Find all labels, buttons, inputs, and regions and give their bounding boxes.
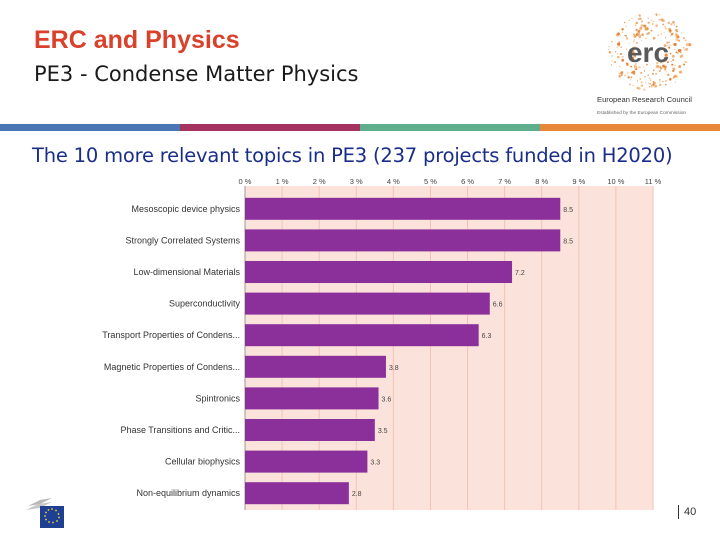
page-number-divider bbox=[678, 505, 679, 519]
erc-tagline: Established by the European Commission bbox=[597, 110, 686, 116]
data-label: 8.5 bbox=[563, 207, 573, 214]
slide-subtitle: PE3 - Condense Matter Physics bbox=[34, 62, 359, 86]
category-label: Superconductivity bbox=[169, 299, 241, 309]
bar bbox=[245, 419, 375, 441]
x-tick-label: 6 % bbox=[461, 177, 474, 186]
x-tick-label: 0 % bbox=[239, 177, 252, 186]
x-tick-label: 3 % bbox=[350, 177, 363, 186]
data-label: 3.8 bbox=[389, 365, 399, 372]
chart-headline: The 10 more relevant topics in PE3 (237 … bbox=[32, 144, 673, 167]
x-tick-label: 11 % bbox=[645, 177, 662, 186]
topics-bar-chart: 0 % 1 % 2 % 3 % 4 % 5 % 6 % 7 % 8 % 9 % 10 % 11 % Me… bbox=[102, 177, 662, 510]
bar bbox=[245, 387, 379, 410]
x-tick-label: 8 % bbox=[535, 177, 548, 186]
color-stripe-blue bbox=[0, 124, 180, 131]
bar bbox=[245, 261, 513, 283]
category-label: Mesoscopic device physics bbox=[131, 204, 240, 214]
erc-org-name: European Research Council bbox=[597, 95, 692, 104]
data-label: 3.5 bbox=[378, 428, 388, 435]
data-label: 6.6 bbox=[493, 302, 503, 309]
bar bbox=[245, 292, 490, 315]
x-tick-label: 4 % bbox=[387, 177, 400, 186]
data-label: 7.2 bbox=[515, 270, 525, 277]
data-label: 6.3 bbox=[482, 333, 492, 340]
color-stripe-orange bbox=[540, 124, 720, 131]
erc-logo-dots bbox=[607, 13, 692, 91]
x-tick-label: 7 % bbox=[498, 177, 511, 186]
category-label: Spintronics bbox=[195, 393, 240, 403]
x-tick-label: 2 % bbox=[313, 177, 326, 186]
category-label: Cellular biophysics bbox=[165, 457, 241, 467]
slide-title: ERC and Physics bbox=[34, 26, 240, 54]
data-label: 3.3 bbox=[370, 460, 380, 467]
erc-logo: erc European Research Council Establishe… bbox=[597, 13, 692, 116]
category-label: Phase Transitions and Critic... bbox=[120, 425, 240, 435]
bar bbox=[245, 229, 561, 252]
category-label: Magnetic Properties of Condens... bbox=[104, 362, 240, 372]
category-label: Low-dimensional Materials bbox=[133, 267, 240, 277]
x-tick-label: 1 % bbox=[276, 177, 289, 186]
bar bbox=[245, 197, 561, 220]
data-label: 3.6 bbox=[382, 396, 392, 403]
category-label: Transport Properties of Condens... bbox=[102, 330, 240, 340]
x-tick-label: 5 % bbox=[424, 177, 437, 186]
page-number: 40 bbox=[684, 506, 697, 518]
bar bbox=[245, 482, 349, 505]
bar bbox=[245, 355, 386, 378]
x-tick-label: 9 % bbox=[572, 177, 585, 186]
bar bbox=[245, 450, 368, 473]
bar bbox=[245, 324, 479, 347]
category-label: Non-equilibrium dynamics bbox=[136, 488, 240, 498]
erc-wordmark: erc bbox=[627, 37, 669, 68]
data-label: 2.8 bbox=[352, 491, 362, 498]
european-commission-logo bbox=[26, 498, 64, 528]
data-label: 8.5 bbox=[563, 238, 573, 245]
category-label: Strongly Correlated Systems bbox=[125, 235, 240, 245]
x-tick-label: 10 % bbox=[607, 177, 624, 186]
color-stripe-magenta bbox=[180, 124, 360, 131]
color-stripe-green bbox=[360, 124, 540, 131]
